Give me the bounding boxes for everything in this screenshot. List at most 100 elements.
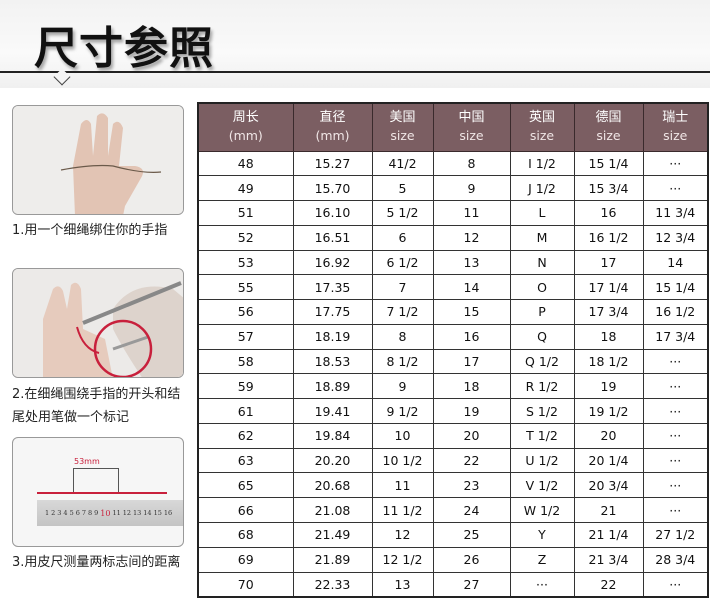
table-cell: 51 <box>197 200 294 226</box>
table-cell: 18 <box>432 373 511 400</box>
table-cell: 20.20 <box>292 447 373 474</box>
table-cell: ··· <box>642 398 709 424</box>
table-cell: 11 <box>371 472 434 499</box>
ruler-tick-label: 10 <box>100 508 111 518</box>
table-cell: 17 3/4 <box>642 323 709 350</box>
table-cell: ··· <box>642 447 709 474</box>
table-cell: Q <box>509 323 575 350</box>
table-cell: 19 1/2 <box>573 398 644 424</box>
table-row: 55 17.35 7 14 O 17 1/4 15 1/4 <box>197 274 709 301</box>
column-header-unit: (mm) <box>228 128 263 144</box>
table-cell: J 1/2 <box>509 175 575 202</box>
table-cell: 9 <box>432 175 511 202</box>
table-cell: 49 <box>197 175 294 202</box>
ruler: 1 2 3 4 5 6 7 8 9 10 11 12 13 14 15 16 <box>37 500 183 526</box>
ruler-tick-label: 8 <box>87 509 93 517</box>
table-cell: 55 <box>197 274 294 301</box>
table-row: 58 18.53 8 1/2 17 Q 1/2 18 1/2 ··· <box>197 348 709 375</box>
string-line <box>37 492 167 494</box>
table-row: 65 20.68 11 23 V 1/2 20 3/4 ··· <box>197 472 709 499</box>
table-cell: ··· <box>642 175 709 202</box>
table-cell: 16.92 <box>292 249 373 276</box>
table-cell: 52 <box>197 224 294 251</box>
table-cell: 20 1/4 <box>573 447 644 474</box>
ruler-tick-label: 11 <box>112 509 121 517</box>
column-header-label: 英国 <box>528 110 555 126</box>
table-cell: 41/2 <box>371 150 434 177</box>
column-header-unit: size <box>529 128 555 144</box>
table-cell: 16 <box>432 323 511 350</box>
table-header-row: 周长 (mm) 直径 (mm) 美国 size 中国 size 英国 size 德国 size 瑞士 si… <box>197 102 709 152</box>
table-row: 69 21.89 12 1/2 26 Z 21 3/4 28 3/4 <box>197 546 709 573</box>
table-cell: 18 <box>573 323 644 350</box>
table-row: 53 16.92 6 1/2 13 N 17 14 <box>197 249 709 276</box>
column-header-label: 瑞士 <box>662 110 689 126</box>
table-cell: ··· <box>642 422 709 449</box>
table-cell: V 1/2 <box>509 472 575 499</box>
column-header-unit: (mm) <box>315 128 350 144</box>
step2-image-mark-pen <box>12 268 184 378</box>
table-cell: 70 <box>197 571 294 598</box>
table-cell: ··· <box>642 150 709 177</box>
ruler-tick-label: 4 <box>63 509 68 517</box>
step2-caption-line1: 2.在细绳围绕手指的开头和结 <box>12 387 181 402</box>
ruler-tick-label: 12 <box>122 509 132 517</box>
table-cell: 21.49 <box>292 521 373 548</box>
table-cell: 15.27 <box>292 150 373 177</box>
column-header-label: 周长 <box>232 110 259 126</box>
table-cell: R 1/2 <box>509 373 575 400</box>
step3-image-ruler: 53mm 1 2 3 4 5 6 7 8 9 10 11 12 13 14 15 16 <box>12 437 184 547</box>
table-cell: 16 1/2 <box>642 299 709 325</box>
table-cell: 5 1/2 <box>371 200 434 226</box>
table-cell: Q 1/2 <box>509 348 575 375</box>
table-cell: Y <box>509 521 575 548</box>
table-cell: 22 <box>432 447 511 474</box>
table-cell: ··· <box>642 472 709 499</box>
table-cell: 17.35 <box>292 274 373 301</box>
table-cell: 18.89 <box>292 373 373 400</box>
ruler-tick-label: 15 <box>153 509 162 517</box>
table-row: 56 17.75 7 1/2 15 P 17 3/4 16 1/2 <box>197 299 709 325</box>
step1-caption: 1.用一个细绳绑住你的手指 <box>12 223 168 238</box>
step2-caption: 2.在细绳围绕手指的开头和结 尾处用笔做一个标记 <box>12 383 180 429</box>
ruler-tick-label: 1 <box>45 509 50 517</box>
table-cell: 20 <box>432 422 511 449</box>
table-cell: T 1/2 <box>509 422 575 449</box>
ruler-tick-label: 3 <box>57 509 62 517</box>
column-header-unit: size <box>663 128 688 144</box>
table-cell: 62 <box>197 422 294 449</box>
table-cell: 17 <box>573 249 644 276</box>
table-cell: 19 <box>573 373 644 400</box>
column-header-label: 德国 <box>595 110 622 126</box>
table-cell: 22.33 <box>292 571 373 598</box>
table-row: 68 21.49 12 25 Y 21 1/4 27 1/2 <box>197 521 709 548</box>
table-row: 63 20.20 10 1/2 22 U 1/2 20 1/4 ··· <box>197 447 709 474</box>
table-cell: 7 <box>371 274 434 301</box>
column-header: 瑞士 size <box>642 102 709 152</box>
table-cell: 12 <box>432 224 511 251</box>
table-cell: 19.84 <box>292 422 373 449</box>
table-cell: S 1/2 <box>509 398 575 424</box>
column-header: 直径 (mm) <box>292 102 373 152</box>
column-header: 周长 (mm) <box>197 102 294 152</box>
table-cell: 16 1/2 <box>573 224 644 251</box>
step1-image-hand-string <box>12 105 184 215</box>
measure-bracket <box>73 468 119 492</box>
title-divider <box>0 71 710 73</box>
table-cell: W 1/2 <box>509 497 575 523</box>
table-cell: 11 3/4 <box>642 200 709 226</box>
step2-caption-line2: 尾处用笔做一个标记 <box>12 410 130 425</box>
table-cell: 24 <box>432 497 511 523</box>
hand-marking-pen-illustration <box>13 269 183 377</box>
table-cell: 53 <box>197 249 294 276</box>
column-header-label: 直径 <box>319 110 346 126</box>
table-cell: 10 <box>371 422 434 449</box>
ruler-tick-label: 2 <box>51 509 56 517</box>
ruler-tick-label: 7 <box>81 509 86 517</box>
table-cell: ··· <box>642 497 709 523</box>
column-header: 美国 size <box>371 102 434 152</box>
table-cell: 13 <box>432 249 511 276</box>
table-cell: 25 <box>432 521 511 548</box>
table-cell: 61 <box>197 398 294 424</box>
table-cell: 68 <box>197 521 294 548</box>
